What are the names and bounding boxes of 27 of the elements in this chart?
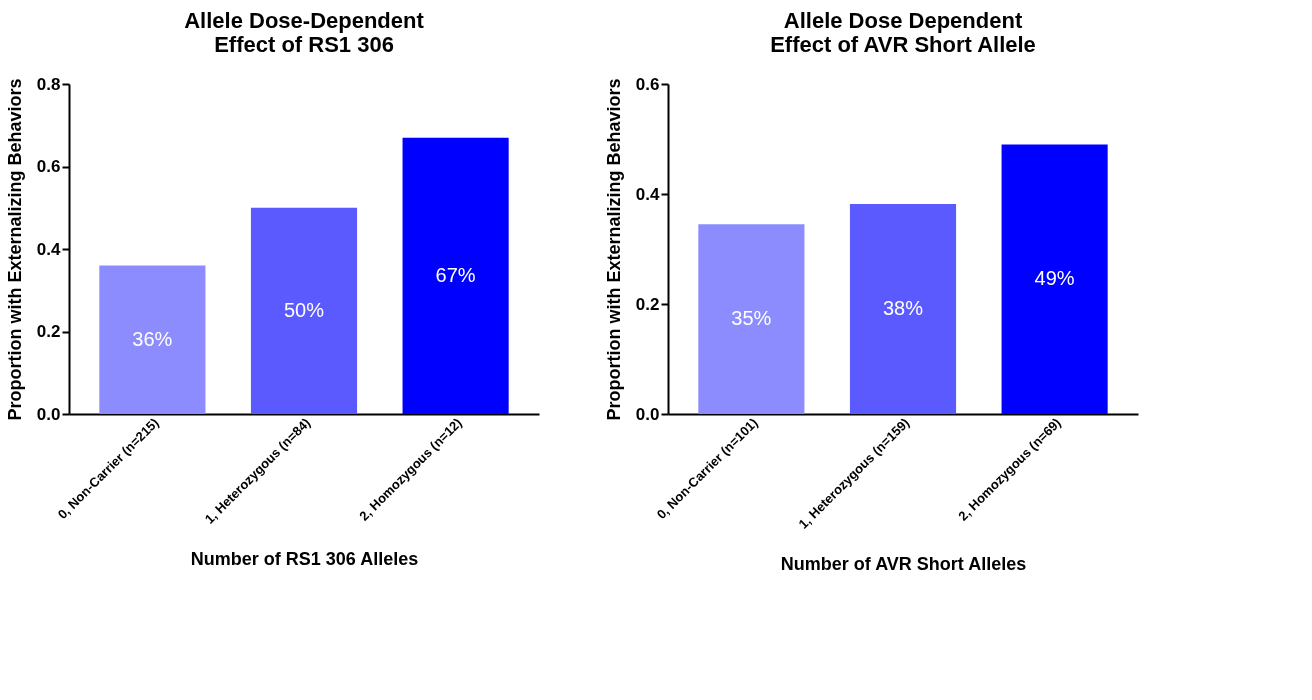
data-label: 35% (731, 307, 772, 330)
bar (99, 265, 206, 414)
y-axis-title: Proportion with Externalizing Behaviors (4, 78, 25, 421)
y-tick-label: 0.0 (635, 404, 660, 424)
chart-title: Allele Dose-Dependent Effect of RS1 306 (184, 8, 425, 57)
data-label: 49% (1034, 267, 1075, 290)
y-tick-label: 0.4 (635, 184, 661, 204)
chart-title: Allele Dose Dependent Effect of AVR Short Allele (770, 8, 1036, 57)
x-axis-title: Number of RS1 306 Alleles (190, 548, 419, 569)
y-tick-label: 0.2 (635, 294, 660, 314)
y-tick-label: 0.8 (36, 74, 61, 94)
bar (698, 224, 805, 414)
y-tick-label: 0.4 (36, 239, 62, 259)
data-label: 38% (882, 296, 924, 319)
bar (402, 137, 509, 414)
y-axis-title: Proportion with Externalizing Behaviors (603, 78, 624, 421)
y-tick-label: 0.6 (635, 74, 660, 94)
y-tick-label: 0.0 (36, 404, 61, 424)
y-tick-label: 0.6 (36, 157, 61, 176)
data-label: 67% (435, 263, 476, 286)
bar (1001, 144, 1108, 414)
y-tick-label: 0.2 (36, 322, 61, 341)
data-label: 36% (132, 327, 173, 350)
bar (250, 207, 358, 414)
bar (849, 203, 957, 414)
x-axis-title: Number of AVR Short Alleles (780, 553, 1027, 574)
data-label: 50% (283, 298, 325, 321)
